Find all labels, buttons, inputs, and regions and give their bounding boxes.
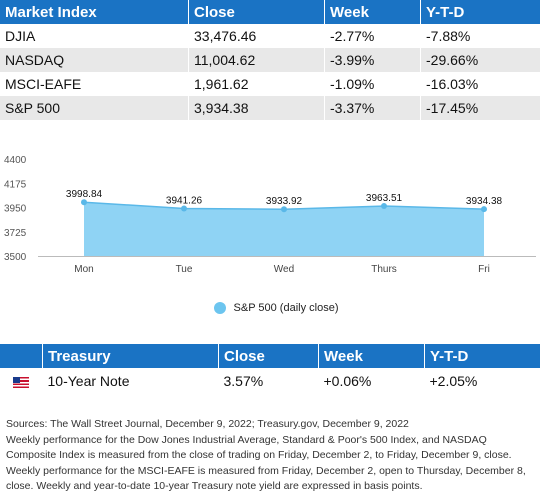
header-close: Close xyxy=(188,0,325,24)
index-name: MSCI-EAFE xyxy=(0,72,189,96)
footnotes: Sources: The Wall Street Journal, Decemb… xyxy=(6,417,536,495)
header-treasury: Treasury xyxy=(42,344,219,368)
index-close: 3,934.38 xyxy=(188,96,325,120)
y-tick-label: 4175 xyxy=(4,179,27,190)
index-name: S&P 500 xyxy=(0,96,189,120)
index-week: -3.37% xyxy=(324,96,421,120)
market-table-header: Market Index Close Week Y-T-D xyxy=(0,0,540,24)
index-ytd: -17.45% xyxy=(420,96,540,120)
table-row: NASDAQ 11,004.62 -3.99% -29.66% xyxy=(0,48,540,72)
data-label: 3933.92 xyxy=(266,196,303,207)
sp500-chart-svg: 4400 4175 3950 3725 3500 3998.84 3941.26 3933.9… xyxy=(4,155,536,275)
header-ytd: Y-T-D xyxy=(424,344,540,368)
header-close: Close xyxy=(218,344,319,368)
data-label: 3934.38 xyxy=(466,196,503,207)
header-week: Week xyxy=(324,0,421,24)
data-point xyxy=(81,199,87,206)
table-row: DJIA 33,476.46 -2.77% -7.88% xyxy=(0,24,540,48)
index-ytd: -7.88% xyxy=(420,24,540,48)
data-point xyxy=(381,203,387,210)
index-close: 11,004.62 xyxy=(188,48,325,72)
us-flag-icon xyxy=(13,376,30,388)
data-label: 3998.84 xyxy=(66,189,103,200)
methodology-note: Weekly performance for the Dow Jones Ind… xyxy=(6,433,526,493)
data-label: 3941.26 xyxy=(166,195,203,206)
treasury-close: 3.57% xyxy=(218,368,319,394)
x-tick-label: Mon xyxy=(74,264,93,275)
treasury-week: +0.06% xyxy=(318,368,425,394)
treasury-table-header: Treasury Close Week Y-T-D xyxy=(0,344,540,368)
y-tick-label: 4400 xyxy=(4,155,27,166)
y-tick-label: 3950 xyxy=(4,204,27,215)
header-week: Week xyxy=(318,344,425,368)
x-tick-label: Wed xyxy=(274,264,294,275)
data-point xyxy=(481,206,487,213)
header-market-index: Market Index xyxy=(0,0,189,24)
sp500-area xyxy=(84,202,484,256)
table-row: 10-Year Note 3.57% +0.06% +2.05% xyxy=(0,368,540,394)
x-tick-label: Fri xyxy=(478,264,490,275)
data-label: 3963.51 xyxy=(366,193,403,204)
index-ytd: -29.66% xyxy=(420,48,540,72)
index-ytd: -16.03% xyxy=(420,72,540,96)
legend-swatch-icon xyxy=(213,302,226,314)
index-name: DJIA xyxy=(0,24,189,48)
index-week: -3.99% xyxy=(324,48,421,72)
sources-note: Sources: The Wall Street Journal, Decemb… xyxy=(6,418,409,430)
header-flag-spacer xyxy=(0,344,43,368)
data-point xyxy=(281,206,287,213)
chart-legend: S&P 500 (daily close) xyxy=(0,299,540,317)
y-tick-label: 3500 xyxy=(4,252,27,263)
market-index-table: Market Index Close Week Y-T-D DJIA 33,47… xyxy=(0,0,540,120)
index-week: -1.09% xyxy=(324,72,421,96)
flag-cell xyxy=(0,368,43,394)
x-tick-label: Thurs xyxy=(371,264,397,275)
treasury-ytd: +2.05% xyxy=(424,368,540,394)
data-point xyxy=(181,205,187,212)
index-week: -2.77% xyxy=(324,24,421,48)
index-close: 1,961.62 xyxy=(188,72,325,96)
table-row: MSCI-EAFE 1,961.62 -1.09% -16.03% xyxy=(0,72,540,96)
table-row: S&P 500 3,934.38 -3.37% -17.45% xyxy=(0,96,540,120)
index-close: 33,476.46 xyxy=(188,24,325,48)
x-tick-label: Tue xyxy=(176,264,193,275)
treasury-name: 10-Year Note xyxy=(42,368,219,394)
legend-label: S&P 500 (daily close) xyxy=(233,302,339,314)
header-ytd: Y-T-D xyxy=(420,0,540,24)
y-tick-label: 3725 xyxy=(4,228,27,239)
index-name: NASDAQ xyxy=(0,48,189,72)
sp500-chart: 4400 4175 3950 3725 3500 3998.84 3941.26 3933.9… xyxy=(0,146,540,321)
treasury-table: Treasury Close Week Y-T-D 10-Year Note 3… xyxy=(0,344,540,394)
